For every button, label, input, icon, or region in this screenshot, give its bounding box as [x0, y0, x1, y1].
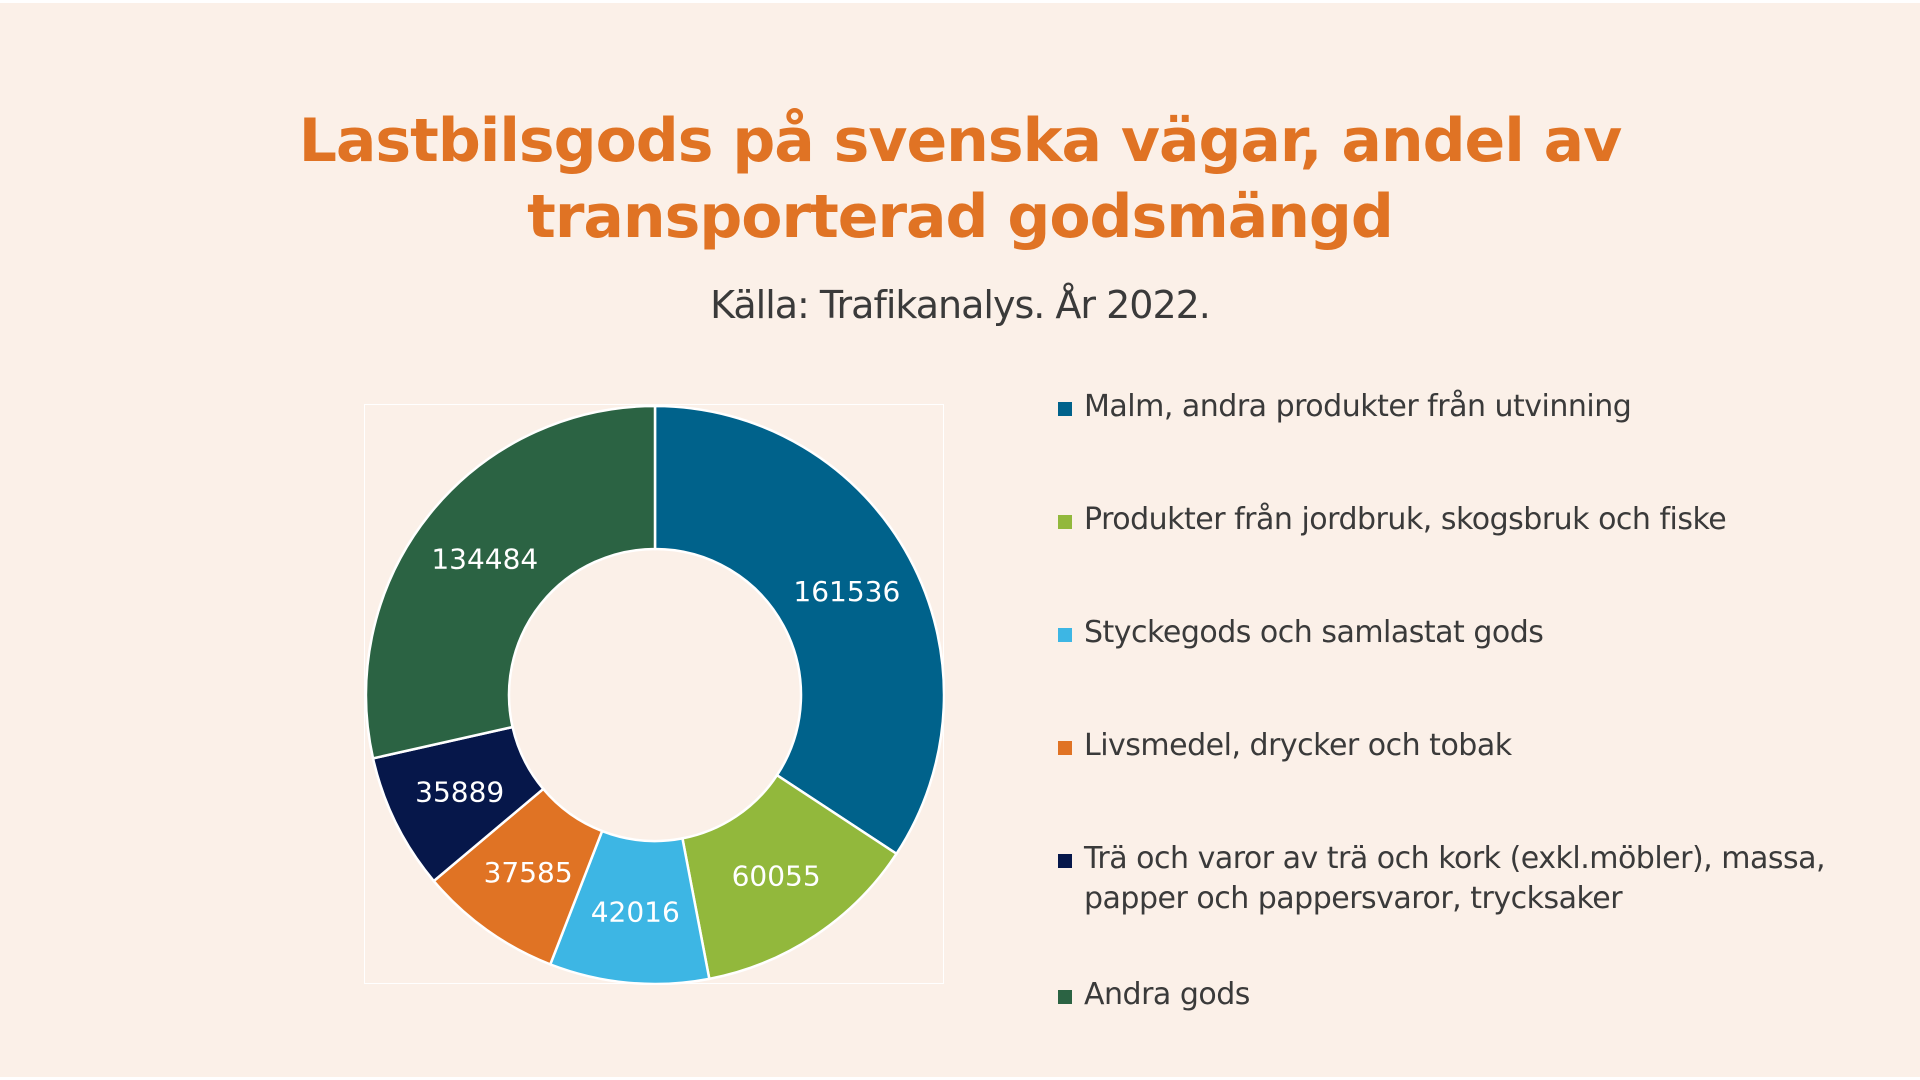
legend-label: Livsmedel, drycker och tobak: [1084, 728, 1512, 763]
legend-item-2: Produkter från jordbruk, skogsbruk och f…: [1058, 500, 1878, 540]
data-label-5: 35889: [415, 775, 504, 808]
legend-label: Styckegods och samlastat gods: [1084, 615, 1544, 650]
donut-slice-6: [365, 405, 657, 760]
legend-swatch: [1058, 628, 1072, 642]
legend-swatch: [1058, 515, 1072, 529]
legend-item-3: Styckegods och samlastat gods: [1058, 613, 1878, 653]
chart-title-line-2: transporterad godsmängd: [527, 182, 1394, 252]
data-label-3: 42016: [591, 896, 680, 929]
chart-subtitle: Källa: Trafikanalys. År 2022.: [710, 283, 1211, 327]
slide: Lastbilsgods på svenska vägar, andel av …: [0, 3, 1920, 1077]
legend-item-6: Andra gods: [1058, 975, 1878, 1015]
legend-label: Produkter från jordbruk, skogsbruk och f…: [1084, 502, 1727, 537]
legend-swatch: [1058, 741, 1072, 755]
chart-title: Lastbilsgods på svenska vägar, andel av …: [0, 103, 1920, 255]
legend-swatch: [1058, 990, 1072, 1004]
donut-chart-area: 161536 60055 42016 37585 35889 134484: [364, 404, 945, 985]
legend-item-1: Malm, andra produkter från utvinning: [1058, 387, 1878, 427]
donut-slice-1: [653, 405, 945, 856]
legend-label: Malm, andra produkter från utvinning: [1084, 389, 1632, 424]
donut-slice-2: [680, 773, 899, 981]
legend-swatch: [1058, 402, 1072, 416]
legend-item-4: Livsmedel, drycker och tobak: [1058, 726, 1878, 766]
donut-chart: 161536 60055 42016 37585 35889 134484: [365, 405, 945, 985]
data-label-6: 134484: [431, 542, 538, 575]
data-label-2: 60055: [732, 860, 821, 893]
legend-label: Trä och varor av trä och kork (exkl.möbl…: [1084, 841, 1826, 916]
data-label-1: 161536: [793, 575, 900, 608]
chart-title-line-1: Lastbilsgods på svenska vägar, andel av: [298, 106, 1623, 176]
data-label-4: 37585: [484, 856, 573, 889]
legend-item-5: Trä och varor av trä och kork (exkl.möbl…: [1058, 839, 1878, 919]
legend-label: Andra gods: [1084, 977, 1250, 1012]
legend-swatch: [1058, 854, 1072, 868]
